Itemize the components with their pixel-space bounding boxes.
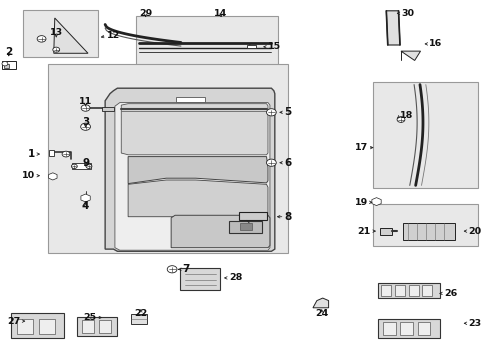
Bar: [408, 285, 418, 296]
Circle shape: [62, 151, 70, 157]
Bar: [11, 313, 63, 338]
Text: 13: 13: [50, 28, 62, 37]
Bar: [246, 45, 255, 48]
Bar: [383, 322, 395, 335]
Polygon shape: [105, 88, 274, 251]
Text: 12: 12: [106, 31, 120, 40]
Bar: [99, 320, 111, 333]
Text: 19: 19: [354, 198, 367, 207]
Text: 24: 24: [314, 309, 328, 318]
Polygon shape: [48, 173, 57, 180]
Text: 1: 1: [28, 149, 35, 159]
Text: 5: 5: [284, 107, 291, 117]
Circle shape: [266, 159, 276, 166]
Bar: [102, 107, 114, 111]
Text: 7: 7: [182, 264, 189, 274]
Text: 15: 15: [267, 42, 281, 51]
Text: 27: 27: [7, 317, 20, 325]
Bar: [372, 82, 477, 188]
Text: 26: 26: [443, 289, 456, 298]
Bar: [176, 97, 205, 102]
Bar: [372, 204, 477, 246]
Polygon shape: [371, 198, 381, 206]
Circle shape: [37, 36, 46, 42]
Polygon shape: [81, 194, 90, 202]
Circle shape: [266, 109, 276, 116]
Text: 9: 9: [82, 158, 89, 168]
Polygon shape: [400, 51, 420, 60]
Bar: [39, 319, 55, 334]
Text: 4: 4: [81, 201, 89, 211]
Text: 3: 3: [82, 117, 89, 127]
Text: 14: 14: [214, 9, 227, 18]
Bar: [82, 320, 94, 333]
Circle shape: [86, 164, 92, 168]
Bar: [23, 10, 98, 57]
Text: 23: 23: [468, 319, 481, 328]
Text: 16: 16: [428, 40, 442, 49]
Bar: [377, 319, 439, 338]
Bar: [49, 150, 54, 156]
Bar: [394, 285, 404, 296]
Polygon shape: [380, 228, 391, 235]
Text: 18: 18: [399, 111, 412, 120]
Bar: [136, 16, 277, 65]
Text: 11: 11: [79, 97, 92, 106]
Circle shape: [53, 47, 60, 52]
Text: 25: 25: [83, 313, 97, 322]
Circle shape: [81, 123, 90, 130]
Bar: [422, 285, 431, 296]
Bar: [17, 319, 33, 334]
Bar: [228, 221, 262, 233]
Text: 22: 22: [134, 309, 147, 318]
Bar: [48, 64, 287, 253]
Polygon shape: [312, 298, 328, 308]
Bar: [72, 163, 91, 169]
Text: 6: 6: [284, 158, 291, 168]
Bar: [400, 322, 412, 335]
Polygon shape: [54, 18, 88, 53]
Circle shape: [81, 105, 90, 111]
Text: 30: 30: [400, 9, 413, 18]
Polygon shape: [115, 103, 269, 250]
Polygon shape: [128, 180, 267, 217]
Circle shape: [71, 164, 77, 168]
Polygon shape: [171, 215, 269, 248]
Polygon shape: [128, 157, 267, 184]
Bar: [239, 223, 251, 230]
Bar: [417, 322, 429, 335]
Bar: [238, 212, 266, 220]
Bar: [4, 64, 9, 68]
Bar: [131, 314, 146, 324]
Circle shape: [396, 117, 404, 122]
Polygon shape: [121, 104, 267, 155]
Bar: [377, 283, 439, 298]
Text: 20: 20: [468, 227, 481, 236]
Text: 17: 17: [354, 143, 367, 152]
Bar: [77, 317, 117, 336]
Text: 8: 8: [284, 212, 291, 222]
Text: 29: 29: [139, 9, 152, 18]
Bar: [180, 268, 220, 290]
Circle shape: [167, 266, 177, 273]
Text: 10: 10: [22, 171, 35, 180]
Bar: [381, 285, 390, 296]
Bar: [2, 61, 16, 69]
Text: 2: 2: [5, 47, 12, 57]
Text: 28: 28: [228, 274, 242, 282]
Polygon shape: [386, 11, 399, 45]
Circle shape: [2, 62, 8, 66]
Text: 21: 21: [357, 227, 370, 236]
Bar: [403, 223, 454, 240]
